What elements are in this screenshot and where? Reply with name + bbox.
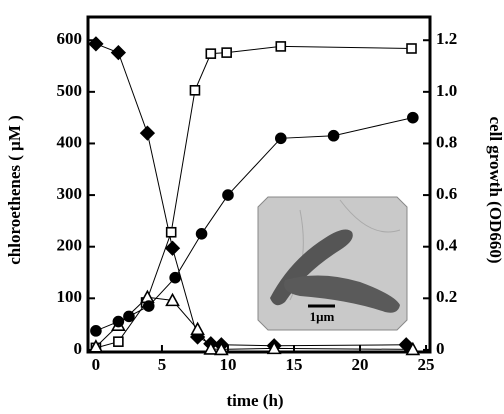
point (164, 240, 181, 256)
point (327, 129, 340, 142)
point (214, 341, 229, 356)
x-tick-label: 20 (352, 355, 369, 374)
y2-tick-label: 0 (436, 339, 445, 358)
x-tick-label: 0 (92, 355, 101, 374)
y-tick-label: 500 (57, 81, 83, 100)
point (275, 41, 287, 52)
point (142, 300, 155, 312)
y-tick-label: 400 (57, 132, 83, 151)
point (123, 310, 135, 323)
point (90, 325, 102, 337)
point (165, 226, 177, 238)
point (407, 111, 419, 124)
y-tick-label: 0 (74, 339, 83, 358)
y2-tick-label: 0.8 (436, 132, 457, 151)
point (205, 48, 217, 59)
point (165, 292, 180, 307)
point (406, 43, 417, 54)
y-tick-label: 100 (57, 287, 83, 306)
point (189, 84, 201, 96)
y2-axis-label: cell growth (OD660) (486, 117, 504, 264)
y-tick-label: 600 (57, 29, 83, 48)
x-tick-label: 5 (158, 355, 167, 374)
y-tick-label: 300 (57, 184, 83, 203)
point (195, 227, 208, 240)
scale-bar-label: 1μm (310, 309, 335, 324)
point (113, 336, 124, 347)
x-tick-label: 25 (418, 355, 435, 374)
point (266, 340, 282, 355)
point (203, 341, 219, 355)
y-tick-label: 200 (57, 236, 83, 255)
y2-tick-label: 1.2 (436, 29, 457, 48)
point (222, 189, 234, 201)
point (190, 321, 205, 336)
x-tick-label: 10 (219, 355, 236, 374)
y2-tick-label: 0.2 (436, 287, 457, 306)
x-axis-label: time (h) (226, 391, 283, 410)
point (169, 271, 181, 284)
point (112, 315, 125, 328)
point (88, 339, 104, 353)
y2-tick-label: 0.4 (436, 236, 458, 255)
point (221, 47, 232, 58)
point (274, 132, 287, 145)
inset-micrograph: 1μm (257, 196, 408, 331)
point (88, 36, 104, 52)
point (110, 44, 127, 61)
y2-tick-label: 1.0 (436, 81, 457, 100)
point (405, 341, 421, 356)
y-axis-label: chloroethenes ( μM ) (5, 115, 24, 265)
x-tick-label: 15 (285, 355, 302, 374)
y2-tick-label: 0.6 (436, 184, 457, 203)
point (139, 125, 156, 141)
series-line (95, 117, 413, 332)
plot-frame (86, 15, 432, 354)
